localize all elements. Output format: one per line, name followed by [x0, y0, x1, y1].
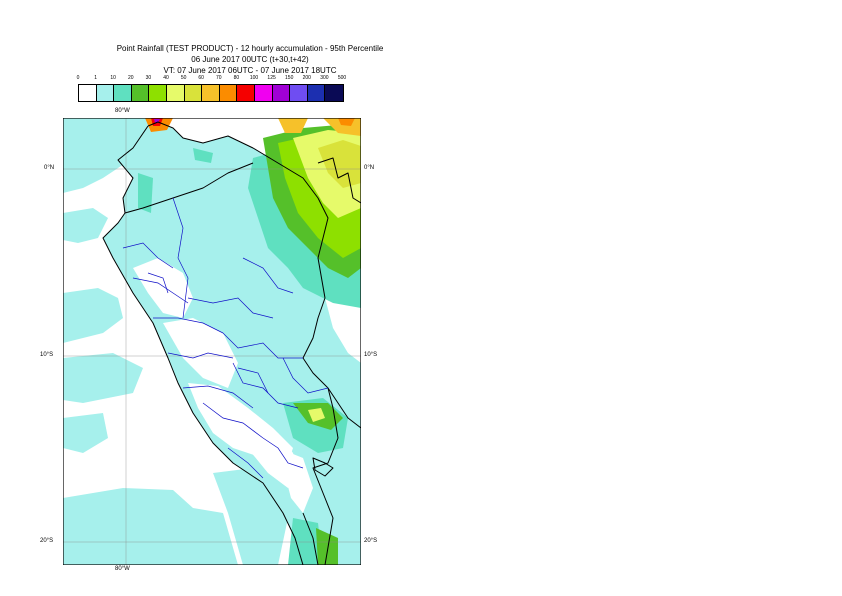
rain-60-70 — [278, 118, 308, 133]
region-boundary — [282, 357, 329, 394]
ocean-rain-band — [63, 118, 158, 193]
rain-40-50 — [308, 408, 325, 422]
coastline — [147, 121, 329, 299]
admin-regions — [122, 197, 329, 479]
region-boundary — [187, 297, 274, 319]
legend-swatch — [79, 85, 97, 101]
dry-zones — [133, 258, 313, 513]
region-boundary — [182, 385, 254, 409]
lat-label-left-10s: 10°S — [40, 352, 54, 358]
region-boundary — [262, 437, 304, 469]
heavy-rain-zones — [193, 118, 361, 565]
rain-10-20 — [193, 148, 213, 163]
rain-10-20 — [288, 518, 323, 565]
ocean-rain-band — [63, 208, 108, 243]
color-legend — [78, 84, 344, 102]
rain-70-80 — [338, 118, 355, 126]
legend-threshold-label: 70 — [216, 75, 222, 81]
legend-swatch — [131, 85, 150, 101]
coastline-pacific — [102, 125, 304, 565]
legend-swatch — [307, 85, 326, 101]
region-boundary — [167, 352, 234, 359]
lon-label-bottom: 80°W — [115, 566, 130, 572]
rain-50-60 — [318, 140, 361, 188]
ocean-rain-band — [63, 353, 143, 403]
legend-swatch — [202, 85, 220, 101]
region-boundary — [237, 367, 269, 394]
legend-threshold-label: 0 — [76, 75, 80, 81]
legend-threshold-label: 10 — [110, 75, 116, 81]
rainfall-map — [63, 118, 361, 565]
legend-threshold-label: 100 — [249, 75, 259, 81]
region-boundary — [227, 447, 264, 479]
dry-zone — [203, 350, 233, 373]
lat-label-right-20s: 20°S — [364, 538, 378, 544]
legend-threshold-label: 200 — [302, 75, 311, 81]
region-boundary — [232, 362, 299, 409]
legend-swatch — [96, 85, 115, 101]
rain-10-20 — [138, 173, 153, 213]
legend-threshold-label: 80 — [233, 75, 240, 81]
rain-20-30 — [316, 528, 338, 565]
lat-label-left-0: 0°N — [44, 165, 55, 171]
legend-threshold-labels: 0 1 10 20 30 40 50 60 70 80 100 125 150 200 300 500 — [69, 75, 359, 84]
legend-swatch — [149, 85, 167, 101]
border-chile-bolivia — [302, 512, 319, 565]
legend-threshold-label: 300 — [320, 75, 329, 81]
map-frame — [63, 118, 361, 565]
lat-label-left-20s: 20°S — [40, 538, 54, 544]
legend-threshold-label: 150 — [285, 75, 294, 81]
legend-swatch — [272, 85, 291, 101]
lake-titicaca — [312, 457, 334, 477]
region-boundary — [147, 272, 169, 294]
lat-label-right-0: 0°N — [364, 165, 375, 171]
legend-swatch — [254, 85, 273, 101]
legend-threshold-label: 50 — [180, 75, 187, 81]
lon-label-top: 80°W — [115, 108, 130, 114]
legend-swatch — [166, 85, 185, 101]
legend-swatch — [219, 85, 238, 101]
legend-swatch — [114, 85, 132, 101]
legend-swatch — [184, 85, 203, 101]
ocean-rain-band — [63, 488, 238, 565]
region-boundary — [242, 257, 294, 294]
map-title: Point Rainfall (TEST PRODUCT) - 12 hourl… — [116, 44, 384, 53]
region-boundary — [172, 197, 189, 319]
ocean-rain-band — [63, 413, 108, 453]
border-colombia-brazil — [317, 157, 361, 204]
legend-threshold-label: 20 — [128, 75, 134, 81]
legend-threshold-label: 125 — [267, 75, 276, 81]
dry-zone — [278, 448, 313, 513]
map-subtitle-validity: VT: 07 June 2017 06UTC - 07 June 2017 18… — [163, 66, 337, 75]
legend-swatch — [290, 85, 308, 101]
region-boundary — [132, 277, 189, 304]
dry-zone — [223, 418, 301, 488]
region-boundary — [202, 402, 264, 439]
legend-swatch — [237, 85, 255, 101]
legend-threshold-label: 30 — [145, 75, 152, 81]
border-bolivia — [312, 387, 339, 565]
legend-threshold-label: 40 — [163, 75, 169, 81]
region-boundary — [222, 332, 303, 359]
legend-threshold-label: 1 — [94, 75, 97, 81]
map-subtitle-run: 06 June 2017 00UTC (t+30,t+42) — [191, 55, 309, 64]
legend-threshold-label: 500 — [337, 75, 347, 81]
lat-label-right-10s: 10°S — [364, 352, 378, 358]
ocean-rain-band — [63, 288, 123, 343]
region-boundary — [153, 317, 224, 334]
legend-swatch — [325, 85, 343, 101]
country-borders — [102, 121, 361, 565]
region-boundary — [122, 242, 174, 269]
legend-threshold-label: 60 — [198, 75, 204, 81]
border-brazil — [302, 297, 361, 429]
border-ecuador-peru — [124, 162, 254, 214]
